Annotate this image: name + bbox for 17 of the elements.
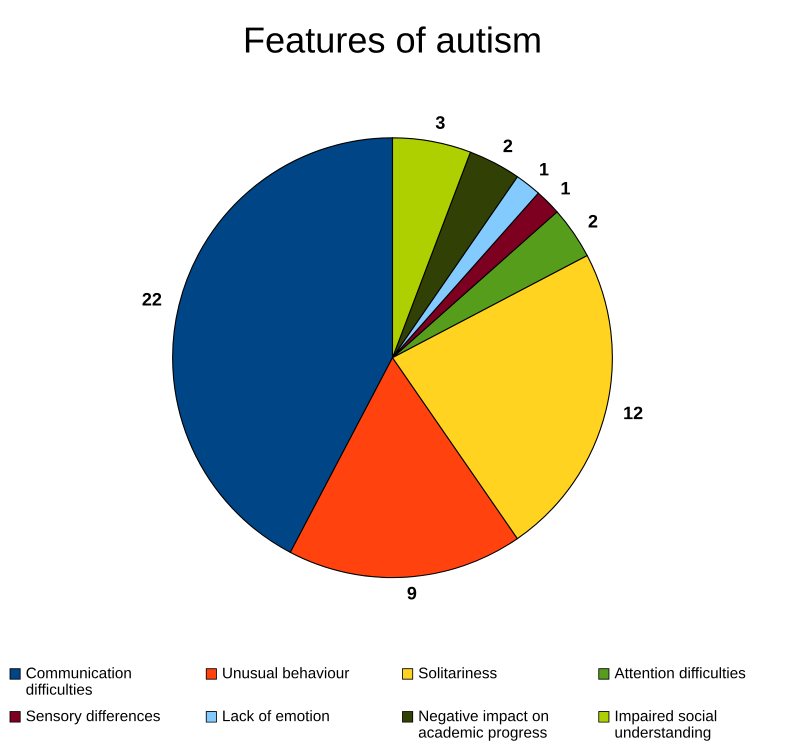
legend-label: Attention difficulties [614,667,746,678]
data-label: 22 [142,292,162,306]
data-label: 9 [407,586,416,600]
chart-title: Features of autism [246,26,540,53]
legend-label: Solitariness [418,667,497,678]
data-label: 2 [503,139,512,152]
legend-label: Negative impact on academic progress [418,710,548,741]
legend-label: Impaired social understanding [615,710,716,741]
data-label: 2 [588,214,598,228]
data-label: 1 [562,182,570,194]
legend-label: Unusual behaviour [223,667,350,678]
data-label: 3 [436,116,445,129]
legend-label: Lack of emotion [223,710,329,722]
data-label: 12 [624,406,642,420]
legend-label: Communication difficulties [26,667,131,695]
data-label: 1 [540,162,548,176]
legend-label: Sensory differences [26,710,160,724]
